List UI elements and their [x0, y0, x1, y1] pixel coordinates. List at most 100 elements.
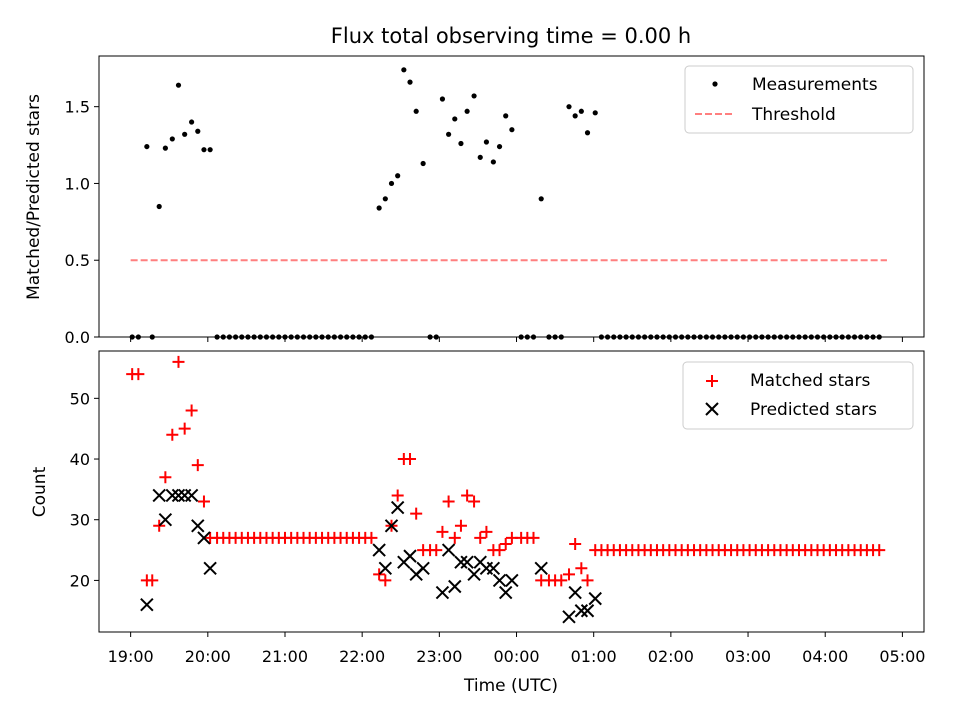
measurement-point-58: [496, 143, 503, 150]
x-tick-label-10: 05:00: [879, 647, 925, 666]
chart-title: Flux total observing time = 0.00 h: [331, 24, 691, 48]
legend-label-predicted: Predicted stars: [750, 400, 877, 420]
legend-marker-predicted: [705, 402, 719, 416]
measurement-point-43: [401, 67, 407, 73]
matched-star-point-59: [499, 537, 512, 550]
x-tick-label-5: 00:00: [493, 647, 539, 666]
matched-star-point-58: [493, 544, 506, 557]
matched-star-point-49: [436, 525, 449, 538]
matched-star-point-68: [562, 568, 575, 581]
predicted-star-point-2: [158, 513, 173, 527]
x-tick-label-3: 22:00: [339, 647, 385, 666]
measurement-point-2: [144, 143, 150, 150]
matched-star-point-51: [448, 531, 461, 544]
measurement-point-71: [584, 130, 591, 136]
measurement-point-10: [195, 128, 201, 134]
predicted-star-point-33: [574, 604, 589, 618]
predicted-star-point-11: [378, 561, 393, 575]
measurement-point-7: [175, 82, 182, 88]
predicted-star-point-9: [203, 561, 217, 575]
predicted-star-point-26: [486, 561, 501, 575]
matched-star-point-67: [555, 574, 568, 587]
matched-star-point-39: [373, 568, 386, 581]
matched-star-point-56: [480, 525, 493, 538]
matched-star-point-50: [442, 495, 455, 508]
matched-star-point-38: [365, 531, 378, 544]
measurement-point-72: [592, 110, 598, 116]
measurement-point-55: [477, 154, 483, 160]
matched-star-point-53: [461, 489, 474, 502]
measurement-point-42: [395, 173, 401, 179]
legend-label-matched: Matched stars: [750, 371, 870, 391]
measurement-point-56: [483, 139, 490, 145]
predicted-star-point-3: [165, 488, 180, 503]
bottom-y-tick-label-1: 30: [70, 511, 90, 530]
measurement-point-53: [464, 108, 470, 114]
predicted-star-point-18: [435, 585, 450, 600]
matched-star-point-10: [191, 459, 204, 472]
top-x-ticks: [130, 337, 903, 342]
bottom-panel-marks: [126, 355, 886, 624]
predicted-star-point-29: [505, 573, 519, 588]
top-y-tick-label-3: 1.5: [65, 98, 90, 117]
matched-star-point-54: [468, 495, 481, 508]
matched-star-point-8: [178, 422, 191, 435]
legend-label-measurements: Measurements: [752, 75, 878, 95]
measurement-point-8: [182, 131, 188, 137]
matched-star-point-70: [575, 562, 588, 575]
predicted-star-point-32: [568, 585, 582, 600]
bottom-x-axis: 19:00 20:00 21:00 22:00 23:00 00:00 01:00 02:00…: [108, 632, 925, 666]
predicted-star-point-12: [384, 519, 399, 533]
top-panel: 0.0 0.5 1.0 1.5 Matched/Predicted stars Mea…: [24, 55, 925, 347]
legend-marker-measurements: [712, 81, 718, 87]
measurement-point-44: [407, 79, 413, 85]
predicted-star-point-35: [588, 591, 602, 606]
predicted-star-point-20: [448, 579, 462, 594]
x-tick-label-2: 21:00: [262, 647, 308, 666]
top-legend-box: [684, 65, 914, 134]
predicted-star-point-21: [454, 555, 468, 569]
top-y-tick-label-2: 1.0: [65, 174, 90, 193]
top-y-axis: 0.0 0.5 1.0 1.5: [65, 98, 99, 347]
matched-star-point-1: [132, 368, 145, 381]
matched-star-point-69: [569, 537, 582, 550]
x-tick-label-6: 01:00: [571, 647, 617, 666]
predicted-star-point-7: [191, 519, 205, 533]
predicted-star-point-17: [416, 561, 430, 575]
matched-star-point-7: [172, 355, 185, 368]
top-legend: Measurements Threshold: [684, 65, 914, 134]
measurement-point-39: [376, 205, 382, 211]
predicted-star-point-31: [562, 610, 576, 624]
measurement-point-59: [503, 113, 509, 119]
bottom-y-tick-label-2: 40: [70, 450, 90, 469]
matched-star-point-42: [391, 489, 404, 502]
x-tick-label-1: 20:00: [185, 647, 231, 666]
measurement-point-12: [207, 147, 213, 153]
predicted-star-point-10: [372, 543, 386, 557]
matched-star-point-52: [454, 519, 467, 532]
top-y-tick-label-0: 0.0: [65, 328, 90, 347]
predicted-star-point-28: [499, 585, 513, 600]
predicted-star-point-34: [580, 604, 595, 618]
measurement-point-41: [388, 180, 395, 187]
measurement-point-9: [189, 119, 195, 125]
bottom-panel: 20 30 40 50 19:00 20:00 21:00 22:00 23:00 00:00 0…: [30, 350, 925, 696]
matched-star-point-48: [430, 544, 443, 557]
bottom-y-tick-label-3: 50: [70, 389, 90, 408]
measurement-point-54: [471, 93, 477, 99]
measurement-point-69: [572, 113, 578, 119]
x-axis-label: Time (UTC): [463, 676, 558, 696]
predicted-star-point-0: [140, 597, 154, 612]
top-panel-frame: [98, 55, 925, 338]
matched-star-point-118: [873, 544, 886, 557]
matched-star-point-45: [410, 507, 423, 520]
measurement-point-40: [382, 196, 388, 202]
legend-label-threshold: Threshold: [751, 105, 836, 125]
matched-star-point-5: [159, 471, 172, 484]
bottom-y-tick-label-0: 20: [70, 571, 90, 590]
x-tick-label-7: 02:00: [648, 647, 694, 666]
legend-marker-matched: [706, 375, 718, 387]
x-tick-label-0: 19:00: [108, 647, 154, 666]
measurement-point-5: [162, 145, 168, 151]
